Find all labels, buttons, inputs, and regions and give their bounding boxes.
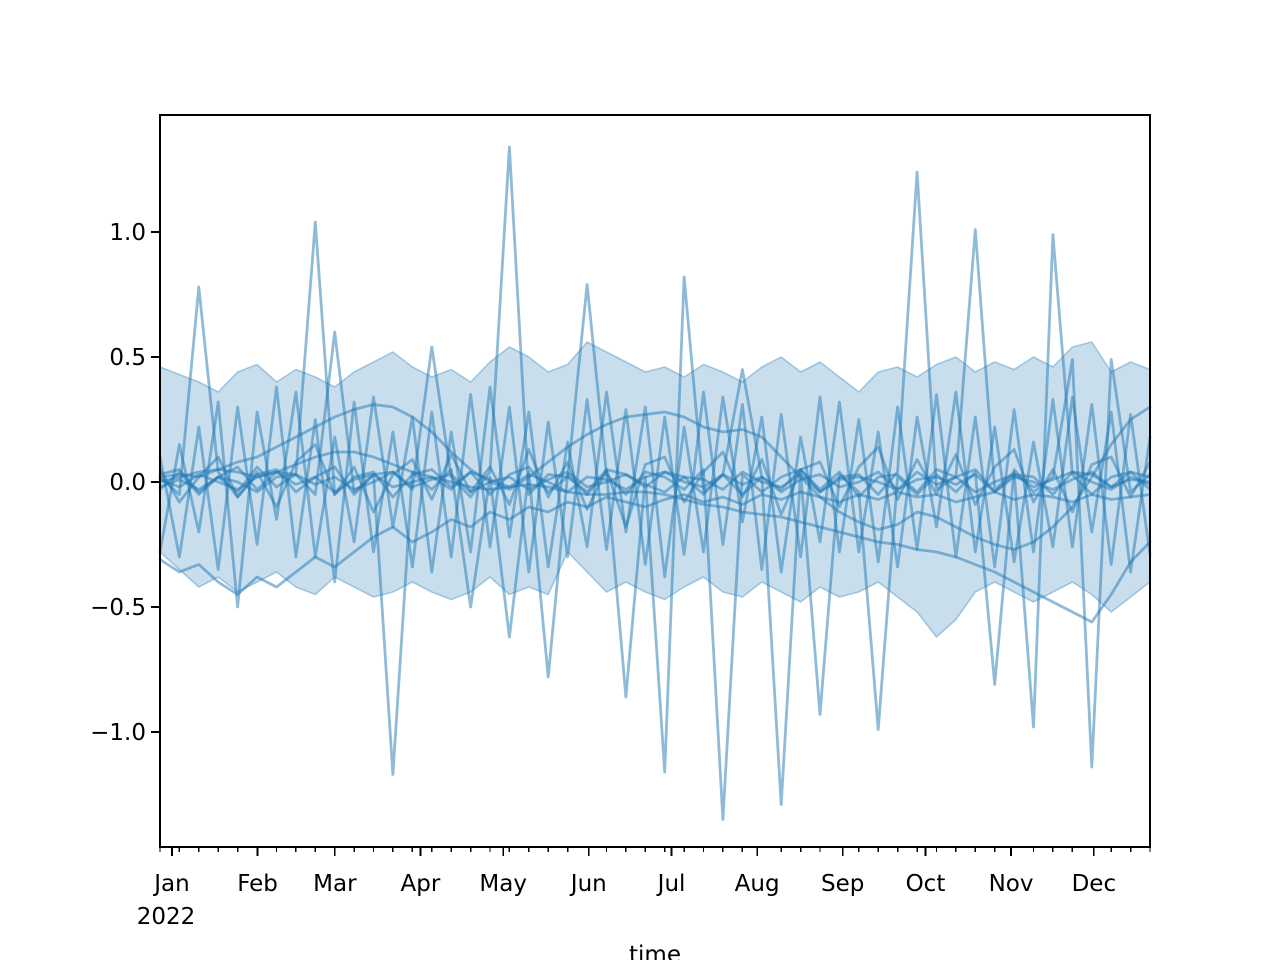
series-line-tight-3 [158, 443, 1152, 529]
x-tick-label-sep: Sep [821, 871, 864, 897]
x-tick-label-jan: Jan [152, 871, 189, 897]
x-tick-label-aug: Aug [735, 871, 780, 897]
series-lines [158, 145, 1152, 821]
x-tick-label-may: May [479, 871, 527, 897]
series-line-low-cruiser [158, 490, 1152, 596]
y-tick-label: 0.5 [109, 345, 146, 371]
x-tick-label-dec: Dec [1072, 871, 1117, 897]
x-tick-label-mar: Mar [313, 871, 357, 897]
x-tick-label-feb: Feb [237, 871, 278, 897]
x-tick-label-jun: Jun [569, 871, 607, 897]
x-tick-label-nov: Nov [989, 871, 1034, 897]
axes-spines [159, 114, 1151, 848]
x-tick-label-apr: Apr [401, 871, 441, 897]
y-axis: 1.0 0.5 0.0 −0.5 −1.0 [90, 220, 160, 746]
x-axis: Jan Feb Mar Apr May Jun Jul Aug Sep Oct Nov Dec 2022 [137, 847, 1151, 930]
x-axis-label: time [629, 942, 681, 960]
x-tick-label-oct: Oct [906, 871, 946, 897]
y-tick-label: 1.0 [109, 220, 146, 246]
y-tick-label: −1.0 [90, 720, 146, 746]
x-year-sublabel: 2022 [137, 904, 196, 930]
series-line-zigzag-2 [158, 385, 1152, 609]
x-tick-label-jul: Jul [656, 871, 686, 897]
series-line-spiky-neg [158, 275, 1152, 806]
y-tick-label: 0.0 [109, 470, 146, 496]
y-tick-label: −0.5 [90, 595, 146, 621]
